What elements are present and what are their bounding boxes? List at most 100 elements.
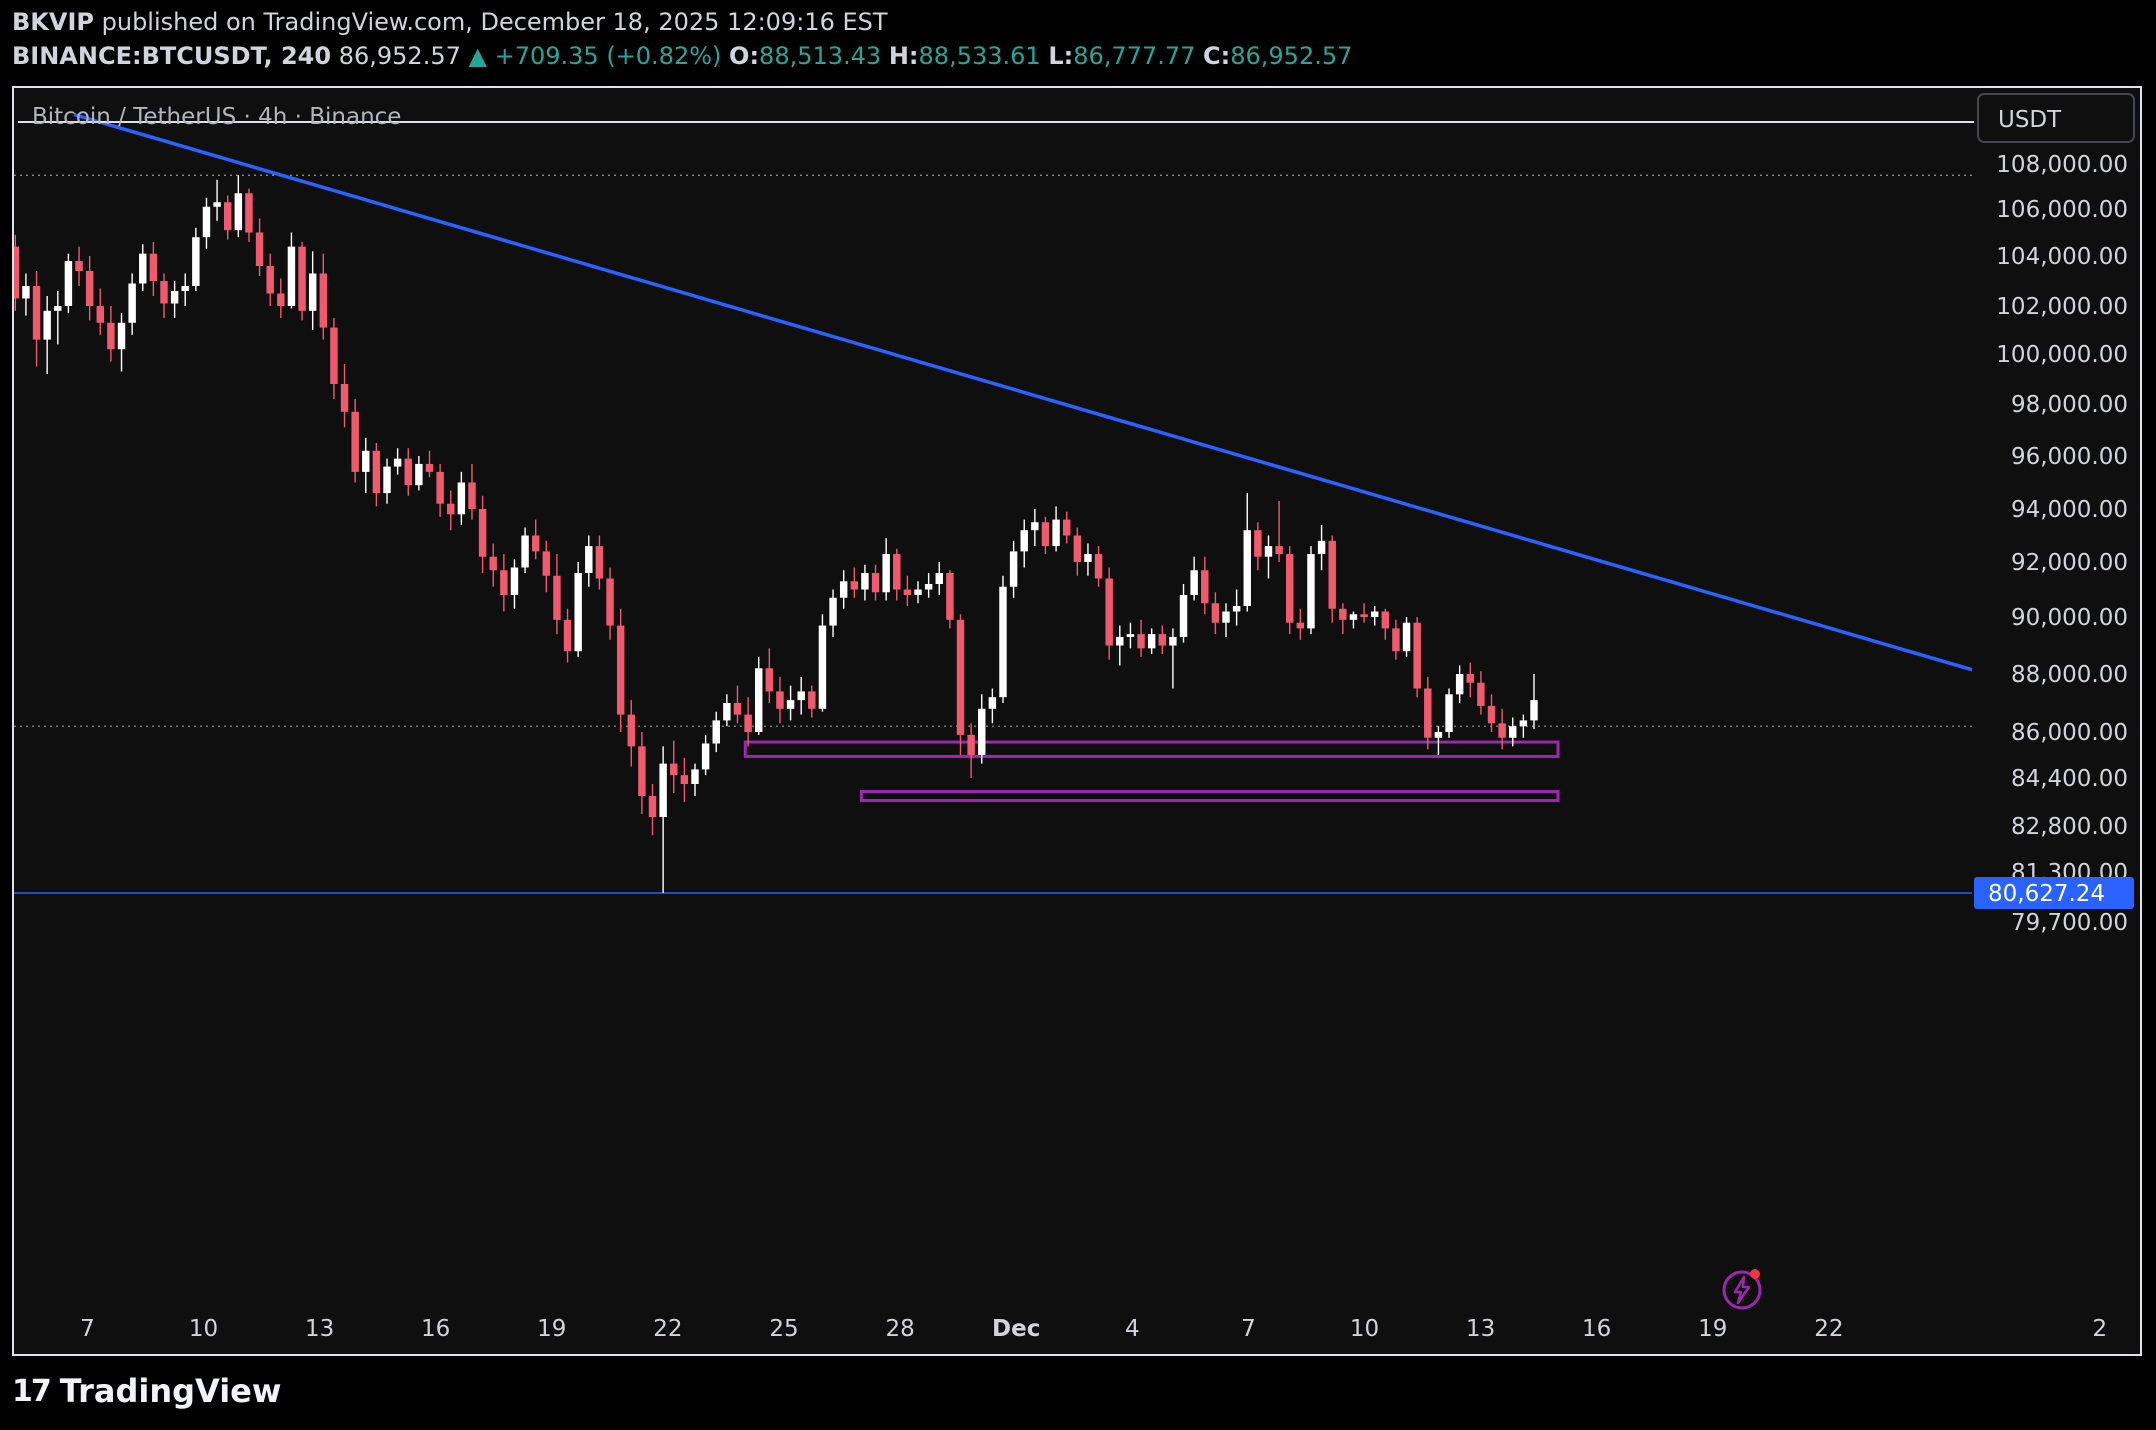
support-zones: [743, 740, 1560, 802]
candle: [531, 519, 540, 560]
price-tick-label: 96,000.00: [2011, 444, 2128, 470]
candle: [1317, 524, 1326, 571]
candle: [340, 364, 349, 428]
candle-body: [1020, 530, 1028, 552]
currency-button[interactable]: [1977, 93, 2135, 143]
candle-body: [340, 384, 349, 412]
candle-body: [542, 551, 551, 576]
candle: [1031, 509, 1039, 547]
time-tick-label: 10: [189, 1316, 218, 1342]
candle: [563, 608, 572, 663]
candle-body: [223, 202, 232, 231]
candle: [680, 757, 689, 802]
candle-body: [1445, 694, 1453, 732]
candle: [223, 195, 232, 240]
candle: [574, 562, 582, 657]
price-axis[interactable]: 108,000.00 106,000.00 104,000.00 102,000.00…: [1996, 152, 2128, 936]
candle-body: [117, 322, 126, 350]
candle-body: [978, 708, 986, 755]
candle: [1402, 617, 1411, 657]
time-tick-label: 25: [769, 1316, 798, 1342]
candle: [287, 232, 296, 309]
time-tick-label: 19: [1698, 1316, 1727, 1342]
candle-body: [1402, 622, 1411, 652]
price-tag-layer: 80,627.24: [1974, 877, 2134, 910]
lightning-icon[interactable]: [1722, 1269, 1762, 1310]
candle-body: [192, 237, 200, 286]
candle: [903, 575, 912, 606]
candle: [797, 676, 805, 715]
candle-body: [924, 584, 933, 590]
candle: [691, 763, 699, 796]
candle-body: [723, 703, 731, 721]
candle-body: [1466, 674, 1474, 683]
candle: [967, 723, 975, 778]
candle: [956, 614, 965, 755]
candle-body: [1498, 723, 1506, 738]
candle: [606, 567, 614, 640]
candle: [1243, 493, 1251, 612]
candle-body: [1328, 540, 1336, 609]
footer-brand[interactable]: TradingView: [59, 1372, 282, 1410]
price-tick-label: 90,000.00: [2011, 605, 2128, 631]
candle-body: [139, 253, 147, 284]
publish-text: published on TradingView.com, December 1…: [101, 8, 888, 36]
candle-body: [701, 743, 710, 770]
candle: [415, 456, 423, 491]
candle-body: [1116, 636, 1124, 646]
candle-body: [829, 597, 837, 626]
candle: [733, 685, 742, 724]
price-tick-label: 82,800.00: [2011, 814, 2128, 840]
candle-body: [425, 463, 434, 472]
candle: [1041, 516, 1050, 555]
candle-body: [160, 281, 168, 304]
price-chart[interactable]: Bitcoin / TetherUS · 4h · Binance USDT 1…: [11, 88, 2140, 1354]
candle: [139, 244, 147, 291]
candle-body: [1222, 611, 1230, 623]
candle: [1254, 522, 1262, 571]
candle: [1264, 535, 1273, 579]
candle-body: [585, 546, 593, 573]
candle: [75, 246, 83, 286]
candle-body: [1084, 554, 1092, 562]
candle-body: [308, 273, 317, 311]
candle: [160, 273, 168, 318]
candle: [85, 256, 94, 321]
trendline: [73, 112, 1973, 672]
candle-body: [1147, 634, 1156, 649]
candle-body: [181, 286, 189, 291]
candle-body: [277, 293, 285, 306]
candle: [999, 575, 1007, 703]
candle: [627, 700, 635, 767]
candle: [786, 685, 795, 721]
candle: [1445, 688, 1453, 738]
tradingview-footer[interactable]: 17 TradingView: [12, 1372, 281, 1410]
candle-body: [478, 509, 487, 557]
time-axis[interactable]: 7 10 13 16 19 22 25 28 Dec 4 7 10 13 16 19 22 2: [80, 1316, 2107, 1342]
candle-body: [107, 322, 115, 350]
candle: [266, 253, 274, 306]
tradingview-logo-icon[interactable]: 17: [12, 1373, 52, 1409]
candle-body: [266, 266, 274, 294]
currency-label[interactable]: USDT: [1998, 107, 2062, 133]
candle-body: [744, 714, 752, 732]
candle-body: [287, 246, 296, 306]
candle: [319, 253, 328, 340]
candle-body: [903, 589, 912, 595]
candle-body: [436, 471, 444, 504]
candle: [1084, 543, 1092, 576]
candle-body: [213, 202, 221, 207]
candle-body: [1381, 611, 1390, 629]
candle: [245, 188, 253, 242]
candle: [1498, 708, 1506, 750]
candle: [648, 784, 657, 836]
candle: [1349, 611, 1358, 629]
candle: [1519, 714, 1528, 738]
candle-body: [1509, 726, 1517, 738]
publisher-name[interactable]: BKVIP: [12, 8, 94, 36]
candle: [1413, 617, 1421, 698]
candle: [404, 448, 412, 496]
candle: [510, 559, 519, 609]
chart-panel[interactable]: Bitcoin / TetherUS · 4h · Binance USDT 1…: [11, 86, 2142, 1356]
candle: [914, 581, 922, 604]
